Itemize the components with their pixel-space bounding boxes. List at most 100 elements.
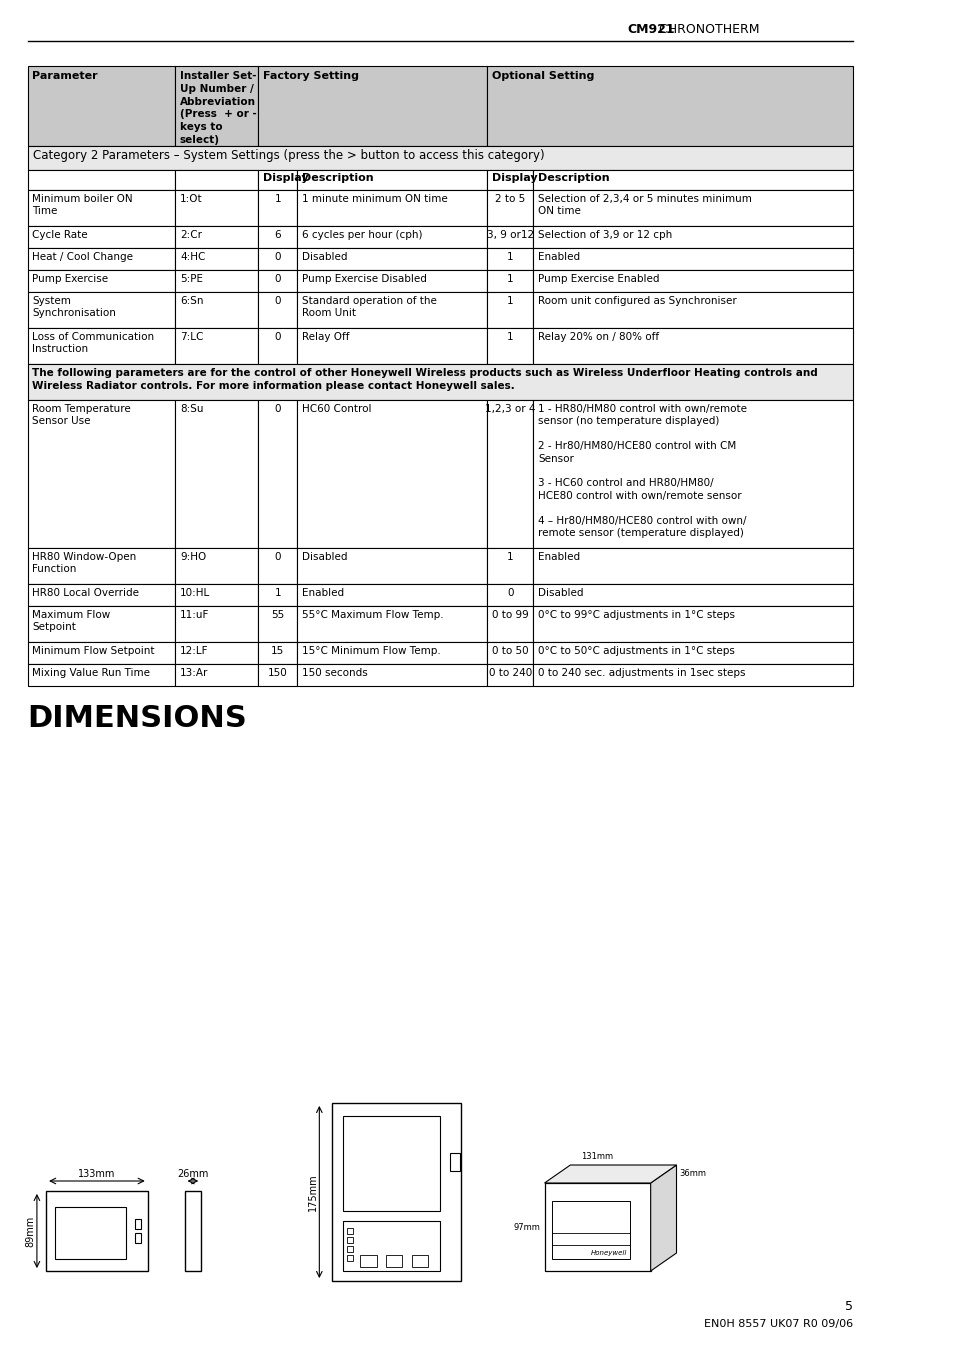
Text: 6:Sn: 6:Sn (180, 296, 203, 305)
Bar (533, 292, 852, 328)
Bar (134, 1219, 141, 1229)
Bar (487, 170, 533, 190)
Bar (297, 292, 487, 328)
Bar (297, 607, 487, 642)
Bar (175, 270, 258, 292)
Bar (258, 190, 297, 226)
Text: 1: 1 (507, 253, 513, 262)
Bar (28, 363, 852, 400)
Text: Room unit configured as Synchroniser: Room unit configured as Synchroniser (537, 296, 736, 305)
Bar (533, 328, 852, 363)
Bar (28, 226, 175, 249)
Text: 131mm: 131mm (581, 1152, 613, 1161)
Bar (487, 292, 533, 328)
Text: Display: Display (263, 173, 309, 182)
Text: 5: 5 (844, 1300, 852, 1313)
Text: Disabled: Disabled (301, 553, 347, 562)
Bar (297, 642, 487, 663)
Text: Pump Exercise Disabled: Pump Exercise Disabled (301, 274, 426, 284)
Text: 0: 0 (507, 588, 513, 598)
Text: 26mm: 26mm (177, 1169, 209, 1179)
Text: The following parameters are for the control of other Honeywell Wireless product: The following parameters are for the con… (32, 367, 817, 392)
Text: 36mm: 36mm (679, 1169, 705, 1178)
Text: 1: 1 (274, 588, 281, 598)
Text: Installer Set-
Up Number /
Abbreviation
(Press  + or -
keys to
select): Installer Set- Up Number / Abbreviation … (180, 72, 256, 145)
Bar (175, 328, 258, 363)
Text: Standard operation of the
Room Unit: Standard operation of the Room Unit (301, 296, 436, 319)
Bar (487, 249, 533, 270)
Bar (487, 190, 533, 226)
Bar (28, 663, 175, 686)
Bar (297, 584, 487, 607)
Bar (258, 584, 297, 607)
Text: Enabled: Enabled (537, 253, 579, 262)
Bar (175, 663, 258, 686)
Text: Minimum Flow Setpoint: Minimum Flow Setpoint (32, 646, 154, 657)
Text: CHRONOTHERM: CHRONOTHERM (655, 23, 759, 36)
Text: Optional Setting: Optional Setting (492, 72, 594, 81)
Text: HR80 Local Override: HR80 Local Override (32, 588, 139, 598)
Bar (28, 190, 175, 226)
Text: 1: 1 (507, 332, 513, 342)
Bar (28, 170, 175, 190)
Bar (258, 663, 297, 686)
Text: 6 cycles per hour (cph): 6 cycles per hour (cph) (301, 230, 422, 240)
Bar (28, 607, 175, 642)
Bar (411, 1255, 428, 1267)
Text: 0: 0 (274, 274, 281, 284)
Text: 1: 1 (274, 195, 281, 204)
Bar (533, 642, 852, 663)
Text: Parameter: Parameter (32, 72, 98, 81)
Bar (533, 249, 852, 270)
Text: Room Temperature
Sensor Use: Room Temperature Sensor Use (32, 404, 131, 427)
Text: 1,2,3 or 4: 1,2,3 or 4 (485, 404, 535, 413)
Text: 0 to 240 sec. adjustments in 1sec steps: 0 to 240 sec. adjustments in 1sec steps (537, 667, 745, 678)
Bar (258, 642, 297, 663)
Bar (175, 584, 258, 607)
Text: 11:uF: 11:uF (180, 611, 209, 620)
Text: 150 seconds: 150 seconds (301, 667, 367, 678)
Bar (258, 270, 297, 292)
Bar (487, 226, 533, 249)
Bar (175, 642, 258, 663)
Bar (347, 1255, 353, 1260)
Bar (450, 1152, 459, 1171)
Bar (175, 400, 258, 549)
Bar (297, 226, 487, 249)
Bar (258, 549, 297, 584)
Bar (533, 663, 852, 686)
Bar (258, 400, 297, 549)
Bar (28, 642, 175, 663)
Bar (385, 1255, 402, 1267)
Bar (487, 270, 533, 292)
Bar (487, 642, 533, 663)
Text: 3, 9 or12: 3, 9 or12 (486, 230, 534, 240)
Bar (552, 1201, 630, 1259)
Text: Selection of 3,9 or 12 cph: Selection of 3,9 or 12 cph (537, 230, 672, 240)
Bar (28, 249, 175, 270)
Text: 97mm: 97mm (514, 1223, 540, 1232)
Bar (297, 400, 487, 549)
Text: 1 minute minimum ON time: 1 minute minimum ON time (301, 195, 447, 204)
Text: Enabled: Enabled (537, 553, 579, 562)
Bar (258, 607, 297, 642)
Text: Description: Description (537, 173, 609, 182)
Bar (28, 270, 175, 292)
Text: Cycle Rate: Cycle Rate (32, 230, 88, 240)
Text: 0: 0 (274, 553, 281, 562)
Text: 4:HC: 4:HC (180, 253, 205, 262)
Text: 55°C Maximum Flow Temp.: 55°C Maximum Flow Temp. (301, 611, 443, 620)
Bar (258, 226, 297, 249)
Bar (347, 1238, 353, 1243)
Bar (28, 549, 175, 584)
Bar (46, 1192, 148, 1271)
Bar (533, 190, 852, 226)
Text: 0°C to 99°C adjustments in 1°C steps: 0°C to 99°C adjustments in 1°C steps (537, 611, 735, 620)
Bar (297, 170, 487, 190)
Text: 15: 15 (271, 646, 284, 657)
Text: 0: 0 (274, 404, 281, 413)
Bar (175, 190, 258, 226)
Text: System
Synchronisation: System Synchronisation (32, 296, 116, 319)
Bar (533, 170, 852, 190)
Text: Honeywell: Honeywell (590, 1250, 627, 1256)
